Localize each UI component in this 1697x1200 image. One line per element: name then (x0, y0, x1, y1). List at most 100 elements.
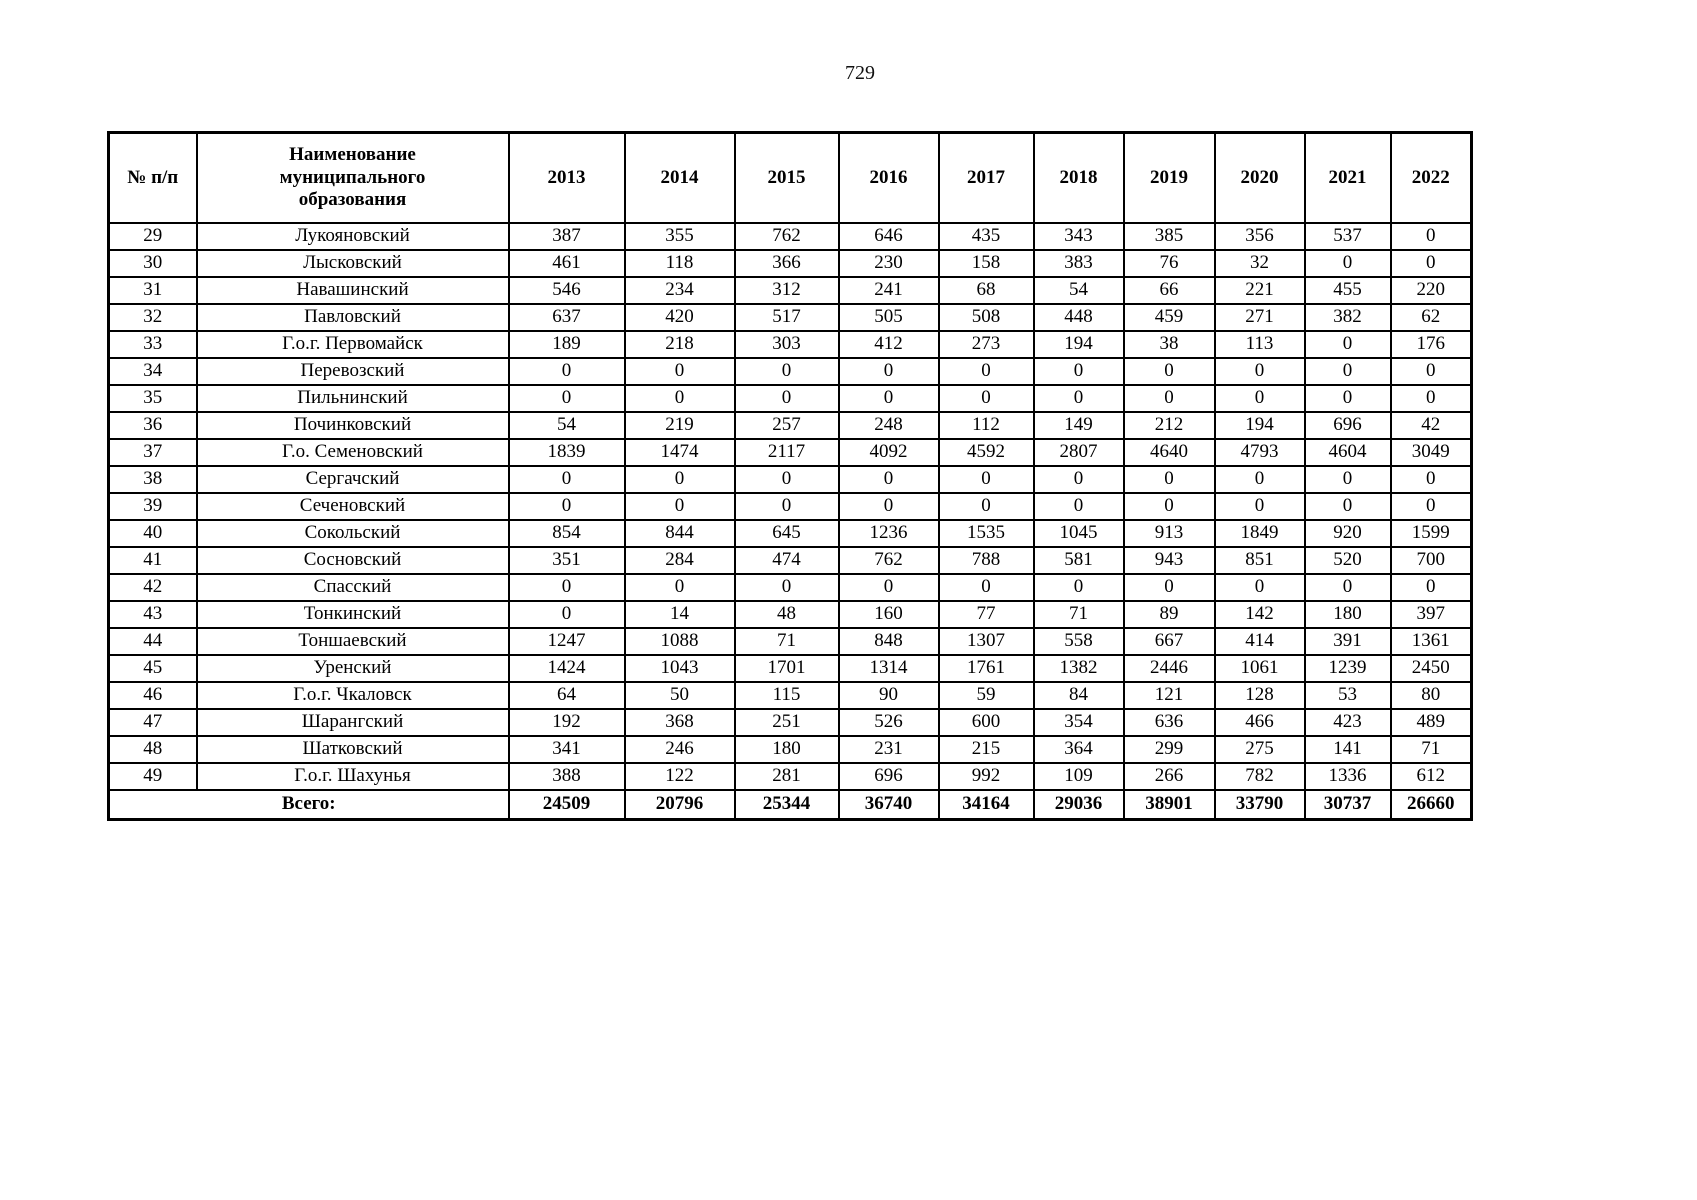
value-cell: 68 (937, 276, 1035, 305)
value-cell: 14 (623, 600, 736, 629)
municipality-name-cell: Г.о.г. Шахунья (195, 762, 510, 791)
table-row: 40 Сокольский 854 844 645 1236 1535 1045 913 1849… (107, 519, 1473, 548)
value-cell: 212 (1122, 411, 1216, 440)
value-cell: 142 (1213, 600, 1306, 629)
column-header-year: 2021 (1303, 131, 1392, 224)
value-cell: 121 (1122, 681, 1216, 710)
value-cell: 474 (733, 546, 840, 575)
value-cell: 0 (623, 573, 736, 602)
value-cell: 248 (837, 411, 940, 440)
table-row: 38 Сергачский 0 0 0 0 0 0 0 0 0 0 (107, 465, 1473, 494)
value-cell: 76 (1122, 249, 1216, 278)
value-cell: 189 (507, 330, 626, 359)
value-cell: 112 (937, 411, 1035, 440)
municipalities-data-table: № п/п Наименование муниципального образо… (107, 131, 1473, 821)
value-cell: 1314 (837, 654, 940, 683)
value-cell: 0 (733, 492, 840, 521)
municipality-name-cell: Г.о.г. Первомайск (195, 330, 510, 359)
value-cell: 397 (1389, 600, 1473, 629)
value-cell: 0 (1389, 465, 1473, 494)
table-row: 45 Уренский 1424 1043 1701 1314 1761 1382 2446 10… (107, 654, 1473, 683)
value-cell: 257 (733, 411, 840, 440)
value-cell: 537 (1303, 222, 1392, 251)
value-cell: 3049 (1389, 438, 1473, 467)
value-cell: 71 (1389, 735, 1473, 764)
value-cell: 0 (507, 465, 626, 494)
column-header-year: 2017 (937, 131, 1035, 224)
value-cell: 194 (1213, 411, 1306, 440)
value-cell: 383 (1032, 249, 1125, 278)
value-cell: 368 (623, 708, 736, 737)
value-cell: 312 (733, 276, 840, 305)
row-number-cell: 31 (107, 276, 198, 305)
value-cell: 0 (1303, 465, 1392, 494)
value-cell: 920 (1303, 519, 1392, 548)
value-cell: 0 (623, 357, 736, 386)
municipality-name-cell: Тонкинский (195, 600, 510, 629)
value-cell: 1307 (937, 627, 1035, 656)
value-cell: 2807 (1032, 438, 1125, 467)
table-row: 49 Г.о.г. Шахунья 388 122 281 696 992 109 266 782… (107, 762, 1473, 791)
column-header-name: Наименование муниципального образования (195, 131, 510, 224)
value-cell: 281 (733, 762, 840, 791)
value-cell: 0 (1213, 573, 1306, 602)
value-cell: 696 (837, 762, 940, 791)
municipality-name-cell: Лукояновский (195, 222, 510, 251)
table-container: № п/п Наименование муниципального образо… (107, 131, 1473, 821)
value-cell: 423 (1303, 708, 1392, 737)
value-cell: 341 (507, 735, 626, 764)
table-row: 39 Сеченовский 0 0 0 0 0 0 0 0 0 0 (107, 492, 1473, 521)
value-cell: 489 (1389, 708, 1473, 737)
value-cell: 1088 (623, 627, 736, 656)
value-cell: 0 (733, 465, 840, 494)
row-number-cell: 45 (107, 654, 198, 683)
value-cell: 0 (1303, 249, 1392, 278)
table-row: 42 Спасский 0 0 0 0 0 0 0 0 0 0 (107, 573, 1473, 602)
value-cell: 71 (733, 627, 840, 656)
value-cell: 241 (837, 276, 940, 305)
value-cell: 221 (1213, 276, 1306, 305)
row-number-cell: 38 (107, 465, 198, 494)
value-cell: 251 (733, 708, 840, 737)
municipality-name-cell: Сергачский (195, 465, 510, 494)
total-value-cell: 33790 (1213, 789, 1306, 821)
value-cell: 696 (1303, 411, 1392, 440)
value-cell: 0 (1389, 573, 1473, 602)
value-cell: 385 (1122, 222, 1216, 251)
value-cell: 0 (937, 573, 1035, 602)
value-cell: 1474 (623, 438, 736, 467)
value-cell: 234 (623, 276, 736, 305)
table-row: 30 Лысковский 461 118 366 230 158 383 76 32 0 0 (107, 249, 1473, 278)
value-cell: 1045 (1032, 519, 1125, 548)
table-row: 43 Тонкинский 0 14 48 160 77 71 89 142 180 397 (107, 600, 1473, 629)
value-cell: 71 (1032, 600, 1125, 629)
total-value-cell: 24509 (507, 789, 626, 821)
municipality-name-cell: Спасский (195, 573, 510, 602)
value-cell: 122 (623, 762, 736, 791)
value-cell: 0 (507, 600, 626, 629)
total-row: Всего: 24509 20796 25344 36740 34164 29036 389… (107, 789, 1473, 821)
column-header-year: 2013 (507, 131, 626, 224)
row-number-cell: 30 (107, 249, 198, 278)
table-row: 35 Пильнинский 0 0 0 0 0 0 0 0 0 0 (107, 384, 1473, 413)
value-cell: 1061 (1213, 654, 1306, 683)
value-cell: 77 (937, 600, 1035, 629)
value-cell: 2446 (1122, 654, 1216, 683)
row-number-cell: 40 (107, 519, 198, 548)
value-cell: 0 (623, 384, 736, 413)
value-cell: 646 (837, 222, 940, 251)
value-cell: 788 (937, 546, 1035, 575)
total-value-cell: 20796 (623, 789, 736, 821)
value-cell: 230 (837, 249, 940, 278)
value-cell: 343 (1032, 222, 1125, 251)
value-cell: 1336 (1303, 762, 1392, 791)
value-cell: 355 (623, 222, 736, 251)
value-cell: 851 (1213, 546, 1306, 575)
value-cell: 558 (1032, 627, 1125, 656)
municipality-name-cell: Тоншаевский (195, 627, 510, 656)
table-row: 36 Починковский 54 219 257 248 112 149 212 194 696… (107, 411, 1473, 440)
municipality-name-cell: Пильнинский (195, 384, 510, 413)
value-cell: 220 (1389, 276, 1473, 305)
column-header-year: 2020 (1213, 131, 1306, 224)
column-header-year: 2018 (1032, 131, 1125, 224)
